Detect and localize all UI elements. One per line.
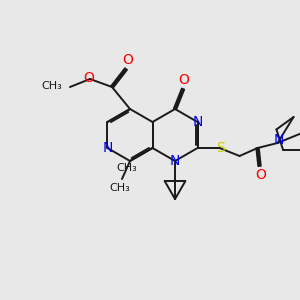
Text: O: O [255,168,266,182]
Text: O: O [123,53,134,67]
Text: O: O [84,71,94,85]
Text: N: N [102,141,113,155]
Text: S: S [216,141,225,155]
Text: CH₃: CH₃ [41,81,62,91]
Text: CH₃: CH₃ [110,183,130,193]
Text: CH₃: CH₃ [117,163,137,173]
Text: N: N [170,154,180,168]
Text: N: N [273,133,284,147]
Text: N: N [192,115,203,129]
Text: O: O [178,73,190,87]
